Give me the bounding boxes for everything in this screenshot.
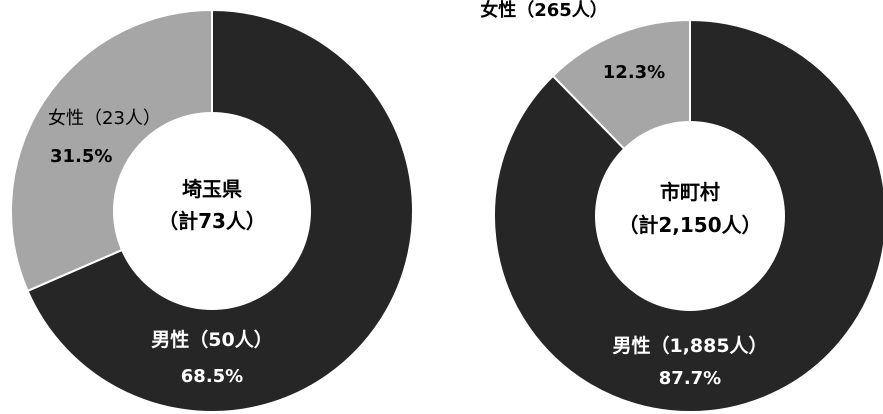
center-label: 埼玉県	[182, 177, 242, 201]
donut-hole	[113, 112, 311, 310]
slice-percent-female: 31.5%	[50, 146, 112, 167]
donut-hole	[595, 121, 785, 311]
slice-label-male: 男性（1,885人）	[612, 334, 767, 357]
center-label: 市町村	[660, 180, 720, 204]
slice-percent-male: 68.5%	[181, 366, 243, 387]
chart-municipalities: 市町村 （計2,150人） 男性（1,885人） 87.7% 女性（265人） …	[480, 0, 883, 413]
chart-saitama: 埼玉県 （計73人） 男性（50人） 68.5% 女性（23人） 31.5%	[10, 8, 414, 413]
slice-percent-female: 12.3%	[603, 62, 665, 83]
slice-label-female: 女性（265人）	[480, 0, 608, 21]
center-sublabel: （計2,150人）	[618, 213, 761, 237]
slice-label-female: 女性（23人）	[48, 108, 161, 129]
slice-label-male: 男性（50人）	[151, 328, 272, 351]
center-sublabel: （計73人）	[158, 209, 266, 233]
slice-percent-male: 87.7%	[659, 368, 721, 389]
